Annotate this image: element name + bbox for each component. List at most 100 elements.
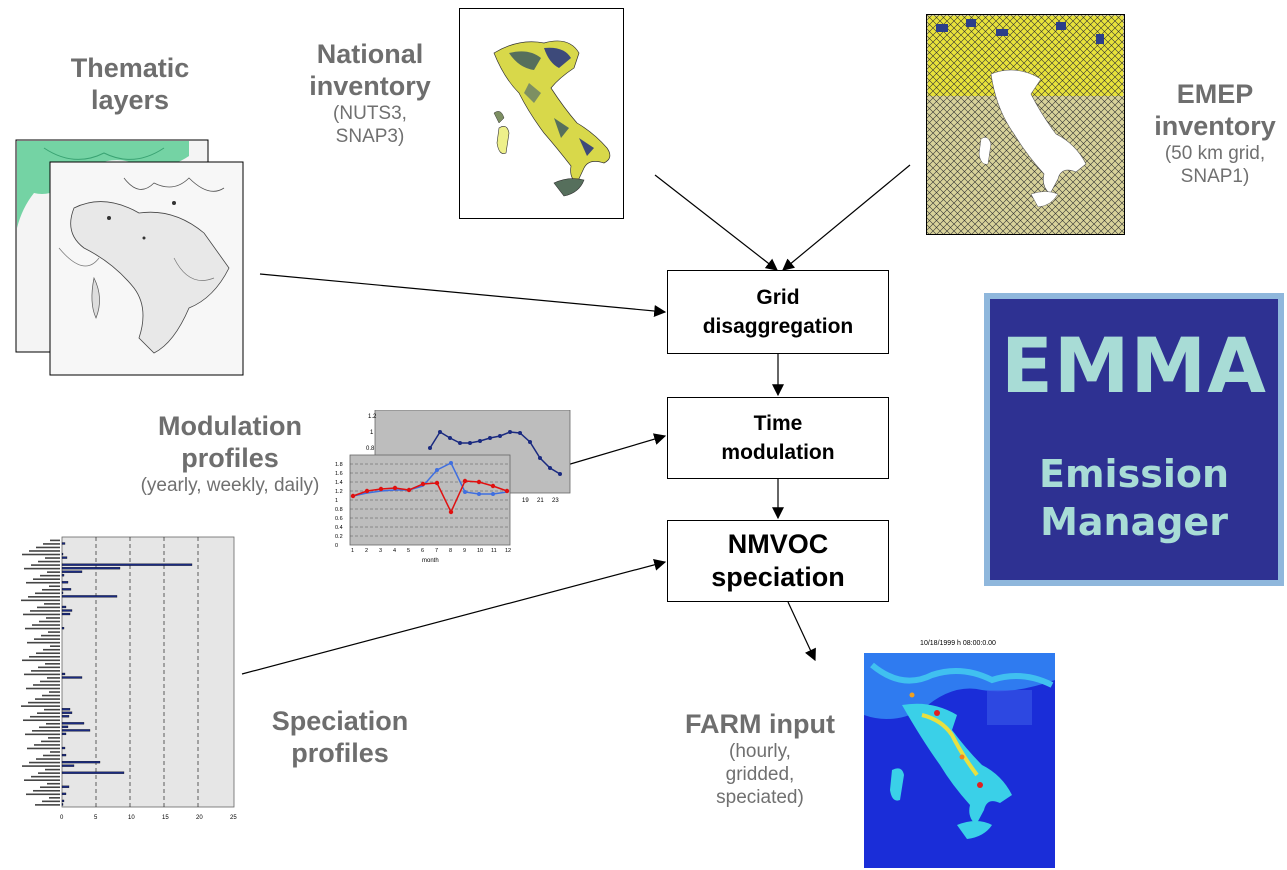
arrow-national-to-grid: [654, 174, 778, 271]
speciation-x-tick: 5: [94, 815, 98, 821]
speciation-category-label: [36, 546, 60, 549]
speciation-bar: [61, 595, 118, 598]
speciation-category-label: [35, 698, 60, 700]
arrow-speciation-to-nmvoc: [241, 558, 667, 675]
modulation-x-tick: 9: [463, 548, 466, 554]
speciation-category-label: [26, 581, 60, 584]
modulation-y-tick: 1: [335, 498, 338, 504]
speciation-category-label: [43, 754, 60, 757]
modulation-x-tick: 10: [477, 548, 483, 554]
speciation-category-label: [36, 758, 60, 760]
speciation-bar: [61, 567, 121, 570]
speciation-bar: [61, 711, 73, 714]
speciation-category-label: [21, 705, 60, 707]
modulation-back-point: [458, 441, 462, 445]
emma-subtitle-1: Emission: [1039, 452, 1229, 496]
speciation-category-label: [32, 624, 60, 626]
speciation-category-label: [46, 617, 60, 619]
speciation-bar: [61, 746, 66, 750]
modulation-y-tick: 1.6: [335, 471, 343, 477]
speciation-bar: [61, 609, 73, 612]
speciation-category-label: [29, 655, 60, 658]
speciation-bar: [61, 725, 69, 728]
modulation-back-point: [428, 446, 432, 450]
speciation-category-label: [30, 610, 60, 612]
modulation-x-tick: 5: [407, 548, 410, 554]
modulation-back-point: [558, 472, 562, 476]
modulation-x-tick: 3: [379, 548, 382, 554]
farm-input-map: 10/18/1999 h 08:00:0.00: [864, 640, 1055, 868]
speciation-x-tick: 25: [230, 815, 237, 821]
farm-timestamp: 10/18/1999 h 08:00:0.00: [920, 640, 996, 647]
speciation-bar: [61, 799, 65, 803]
speciation-category-label: [49, 585, 60, 588]
svg-text:19: 19: [522, 498, 529, 504]
modulation-profiles-chart: 1.2 1 0.8 19 21 23 1.81.61.41.210.80.60.…: [335, 410, 571, 564]
speciation-bar: [61, 542, 66, 545]
speciation-bar: [61, 729, 91, 732]
speciation-category-label: [24, 567, 60, 570]
speciation-category-label: [45, 768, 60, 771]
speciation-category-label: [49, 797, 60, 799]
speciation-category-label: [31, 775, 60, 778]
time-modulation-box: Time modulation: [667, 397, 889, 479]
speciation-category-label: [33, 684, 60, 686]
speciation-category-label: [27, 641, 60, 644]
speciation-category-label: [29, 550, 60, 552]
svg-text:1: 1: [370, 430, 374, 436]
speciation-category-label: [26, 687, 60, 690]
speciation-category-label: [26, 793, 60, 796]
speciation-category-label: [40, 574, 60, 577]
modulation-x-tick: 7: [435, 548, 438, 554]
modulation-y-tick: 1.8: [335, 462, 343, 468]
arrow-thematic-to-grid: [259, 273, 667, 317]
speciation-bar: [61, 715, 70, 718]
speciation-category-label: [27, 747, 60, 750]
modulation-y-tick: 0: [335, 543, 338, 549]
modulation-back-point: [498, 434, 502, 438]
speciation-category-label: [24, 673, 60, 676]
emma-panel: EMMA Emission Manager: [984, 293, 1284, 586]
speciation-category-label: [31, 670, 60, 672]
speciation-bar: [61, 570, 83, 573]
speciation-category-label: [50, 539, 60, 542]
speciation-bar: [61, 627, 65, 630]
arrow-nmvoc-to-farm: [787, 601, 816, 662]
speciation-bar: [61, 803, 64, 806]
speciation-x-tick: 0: [60, 815, 64, 821]
speciation-category-label: [48, 631, 60, 633]
speciation-bar: [61, 676, 83, 679]
speciation-category-label: [42, 694, 60, 697]
national-inventory-map: [459, 8, 624, 219]
emma-title: EMMA: [1001, 321, 1267, 410]
modulation-back-point: [488, 436, 492, 440]
speciation-category-label: [40, 680, 60, 683]
speciation-category-label: [47, 571, 60, 573]
speciation-category-label: [21, 599, 60, 602]
national-inventory-label: National inventory (NUTS3, SNAP3): [309, 39, 431, 147]
modulation-back-point: [448, 436, 452, 440]
modulation-x-tick: 12: [505, 548, 511, 554]
nmvoc-speciation-box: NMVOC speciation: [667, 520, 889, 602]
speciation-category-label: [47, 782, 60, 785]
speciation-bar: [61, 581, 69, 584]
speciation-category-label: [25, 733, 60, 736]
speciation-bar: [61, 732, 67, 736]
speciation-bar: [61, 574, 65, 577]
svg-text:21: 21: [537, 498, 544, 504]
speciation-bar: [61, 792, 67, 795]
speciation-category-label: [38, 666, 60, 669]
speciation-category-label: [34, 638, 60, 640]
speciation-category-label: [28, 701, 60, 704]
speciation-category-label: [42, 800, 60, 803]
arrow-modulation-to-time: [566, 433, 667, 466]
modulation-back-point: [538, 456, 542, 460]
speciation-category-label: [42, 588, 60, 591]
speciation-category-label: [37, 712, 60, 714]
speciation-category-label: [23, 613, 60, 616]
grid-disaggregation-box: Grid disaggregation: [667, 270, 889, 354]
speciation-category-label: [31, 564, 60, 566]
modulation-x-tick: 4: [393, 548, 396, 554]
speciation-category-label: [35, 592, 60, 595]
modulation-x-label: month: [422, 558, 439, 564]
